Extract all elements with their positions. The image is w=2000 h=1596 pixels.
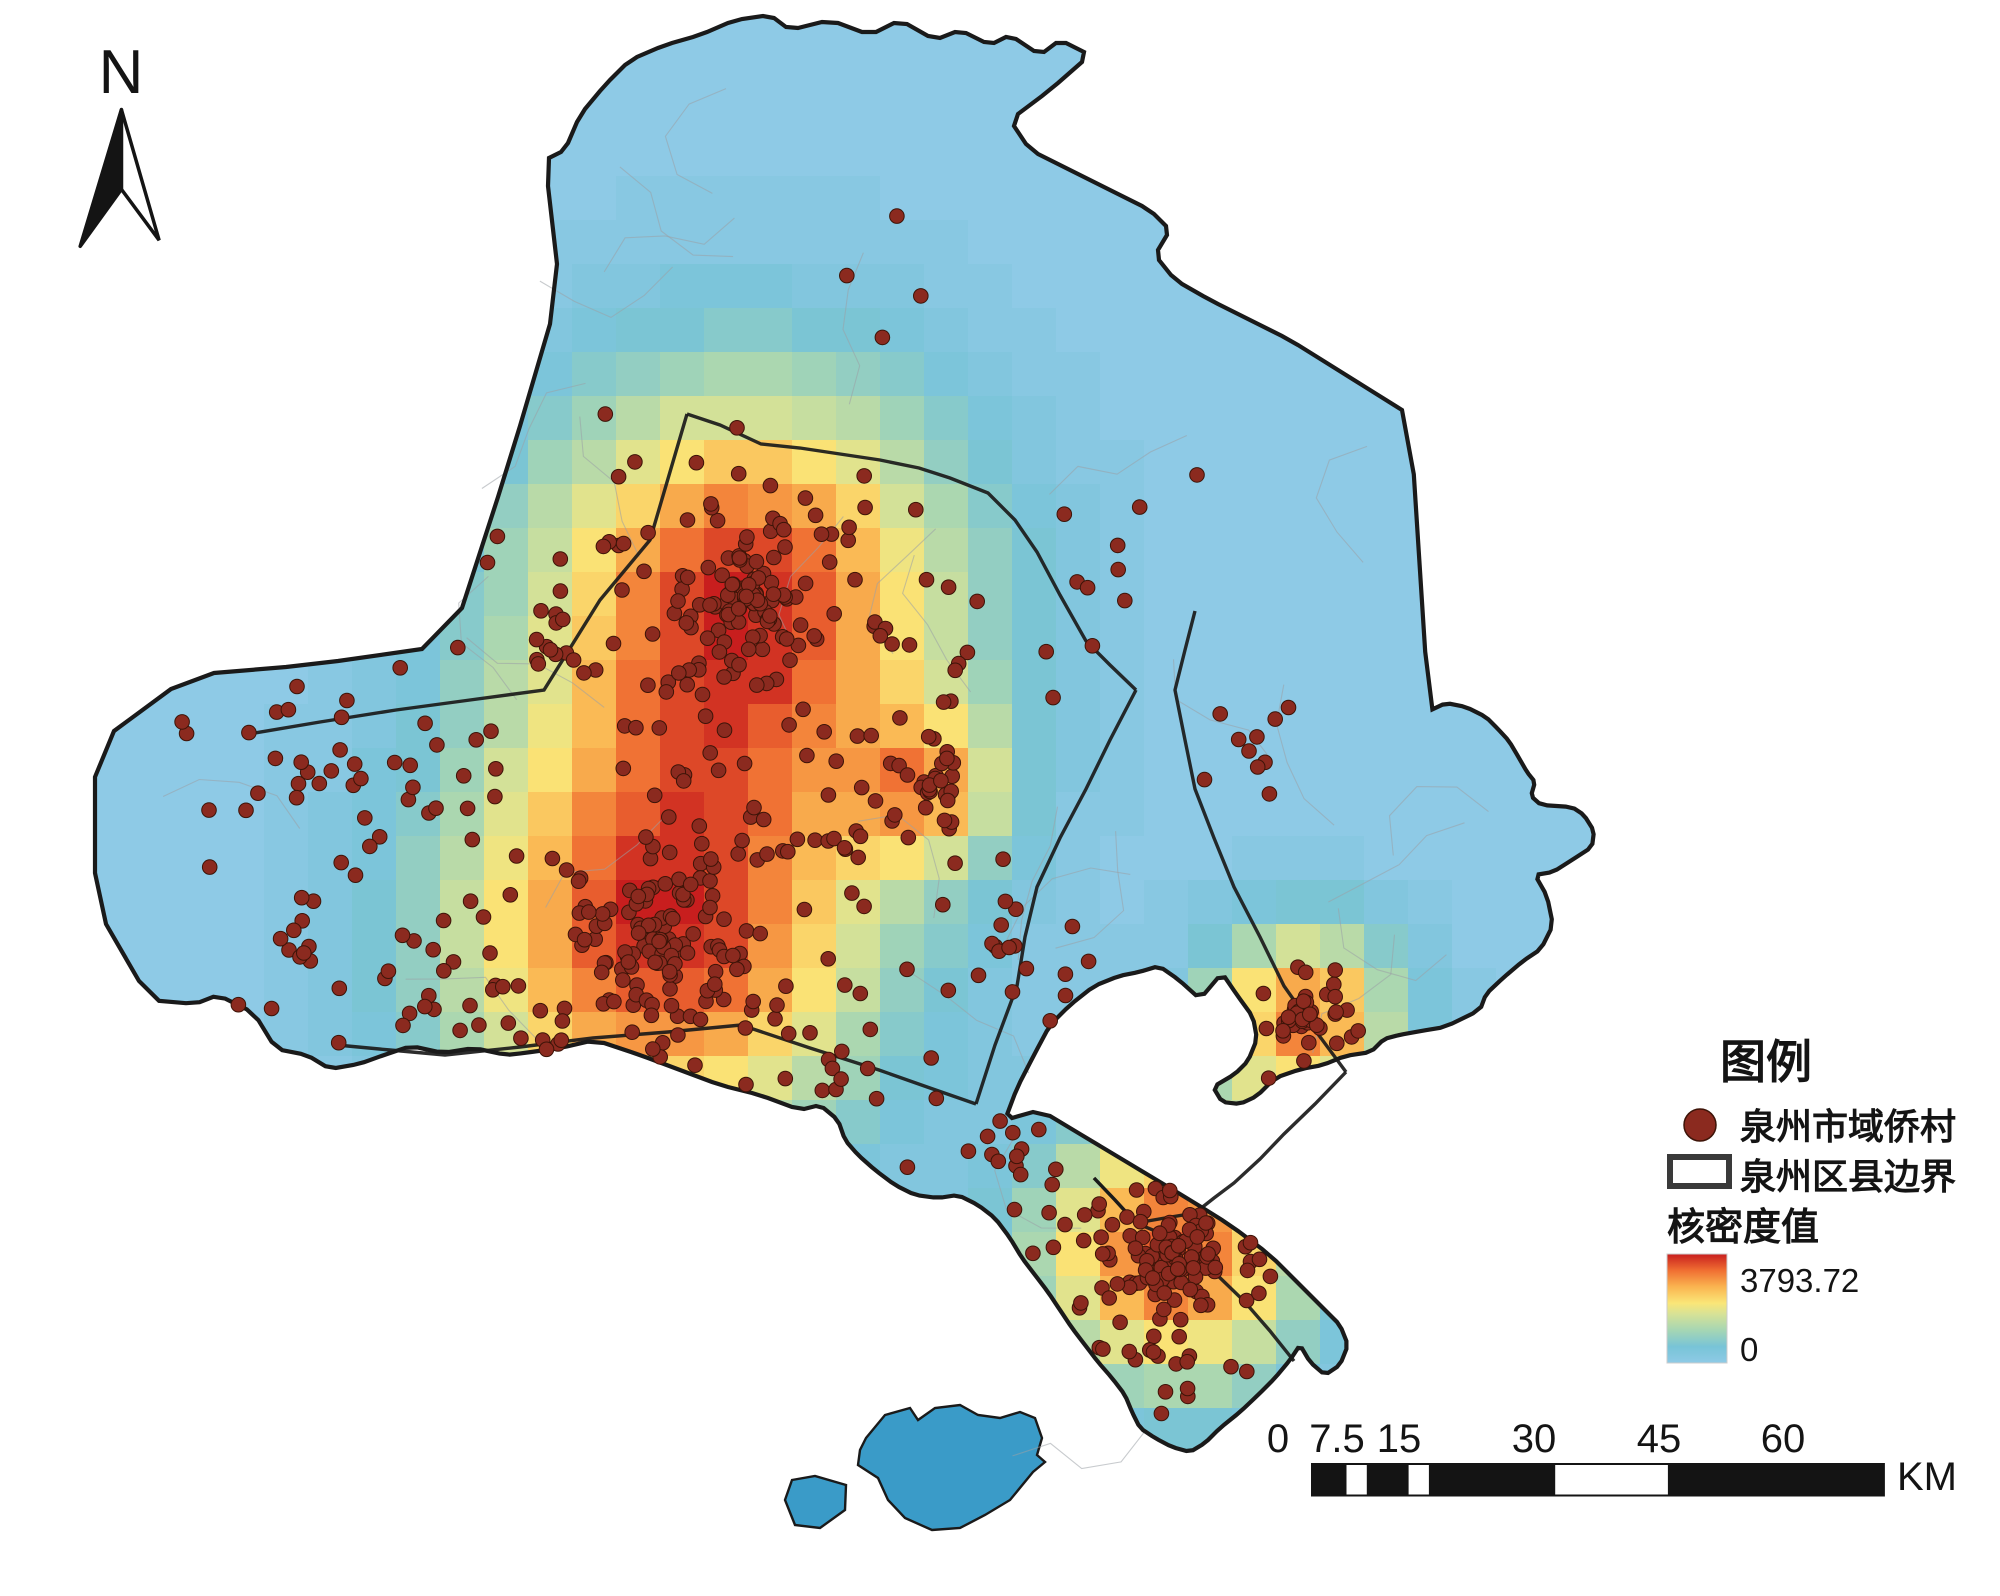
svg-text:45: 45: [1637, 1417, 1682, 1461]
svg-text:60: 60: [1761, 1417, 1806, 1461]
svg-text:核密度值: 核密度值: [1667, 1207, 1819, 1249]
svg-text:KM: KM: [1897, 1455, 1957, 1499]
svg-text:15: 15: [1377, 1417, 1422, 1461]
svg-text:3793.72: 3793.72: [1740, 1262, 1859, 1299]
svg-text:泉州区县边界: 泉州区县边界: [1740, 1156, 1956, 1197]
svg-text:0: 0: [1267, 1417, 1289, 1461]
svg-text:7.5: 7.5: [1309, 1417, 1365, 1461]
svg-text:0: 0: [1740, 1331, 1758, 1368]
svg-text:30: 30: [1512, 1417, 1557, 1461]
svg-text:图例: 图例: [1720, 1036, 1812, 1088]
svg-text:泉州市域侨村: 泉州市域侨村: [1740, 1106, 1956, 1147]
svg-text:N: N: [99, 38, 144, 107]
